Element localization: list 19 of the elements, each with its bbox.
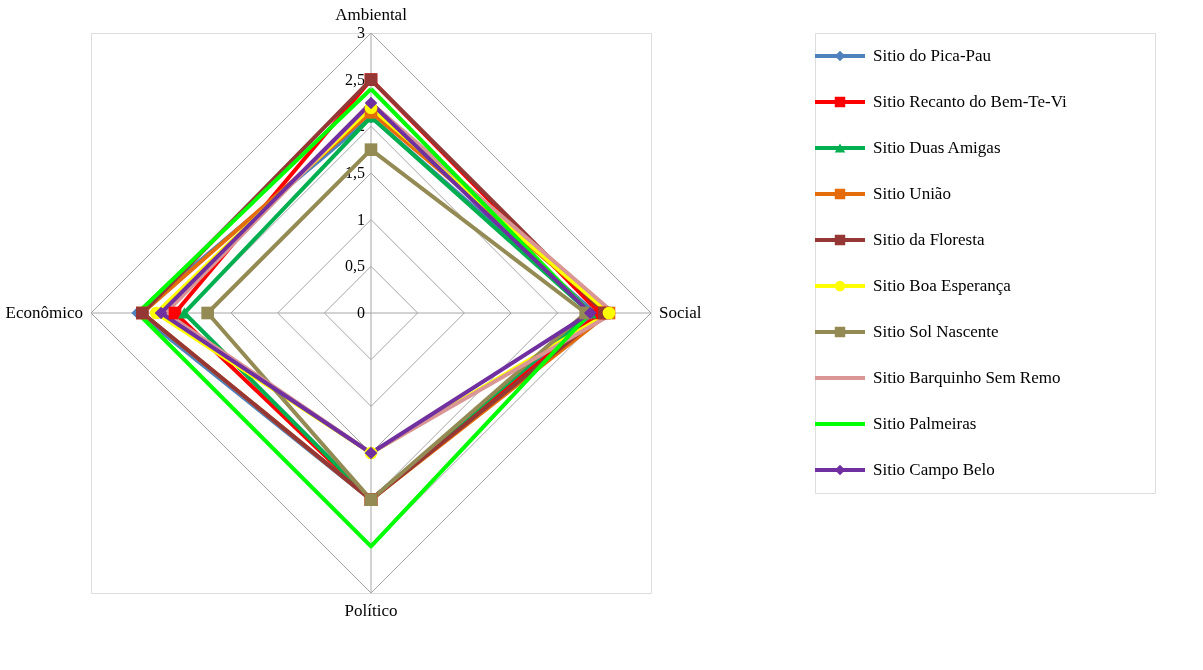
legend-label: Sitio Boa Esperança [873, 276, 1012, 295]
spoke-label: Ambiental [335, 5, 408, 24]
y-tick-label: 1 [357, 210, 365, 228]
y-tick-label: 3 [357, 24, 365, 41]
y-tick-label: 0 [357, 304, 365, 321]
legend-label: Sitio da Floresta [873, 230, 985, 249]
spoke-label: Social [659, 303, 702, 322]
legend-label: Sitio União [873, 184, 951, 203]
y-tick-label: 0,5 [345, 257, 365, 275]
spoke-label: Econômico [5, 303, 83, 322]
legend-label: Sitio do Pica-Pau [873, 46, 992, 65]
legend-label: Sitio Recanto do Bem-Te-Vi [873, 92, 1067, 111]
legend-label: Sitio Barquinho Sem Remo [873, 368, 1061, 387]
legend-label: Sitio Campo Belo [873, 460, 995, 479]
legend-label: Sitio Sol Nascente [873, 322, 999, 341]
legend-label: Sitio Palmeiras [873, 414, 977, 433]
y-tick-label: 2,5 [345, 70, 365, 88]
legend-label: Sitio Duas Amigas [873, 138, 1001, 157]
spoke-label: Político [344, 601, 398, 620]
